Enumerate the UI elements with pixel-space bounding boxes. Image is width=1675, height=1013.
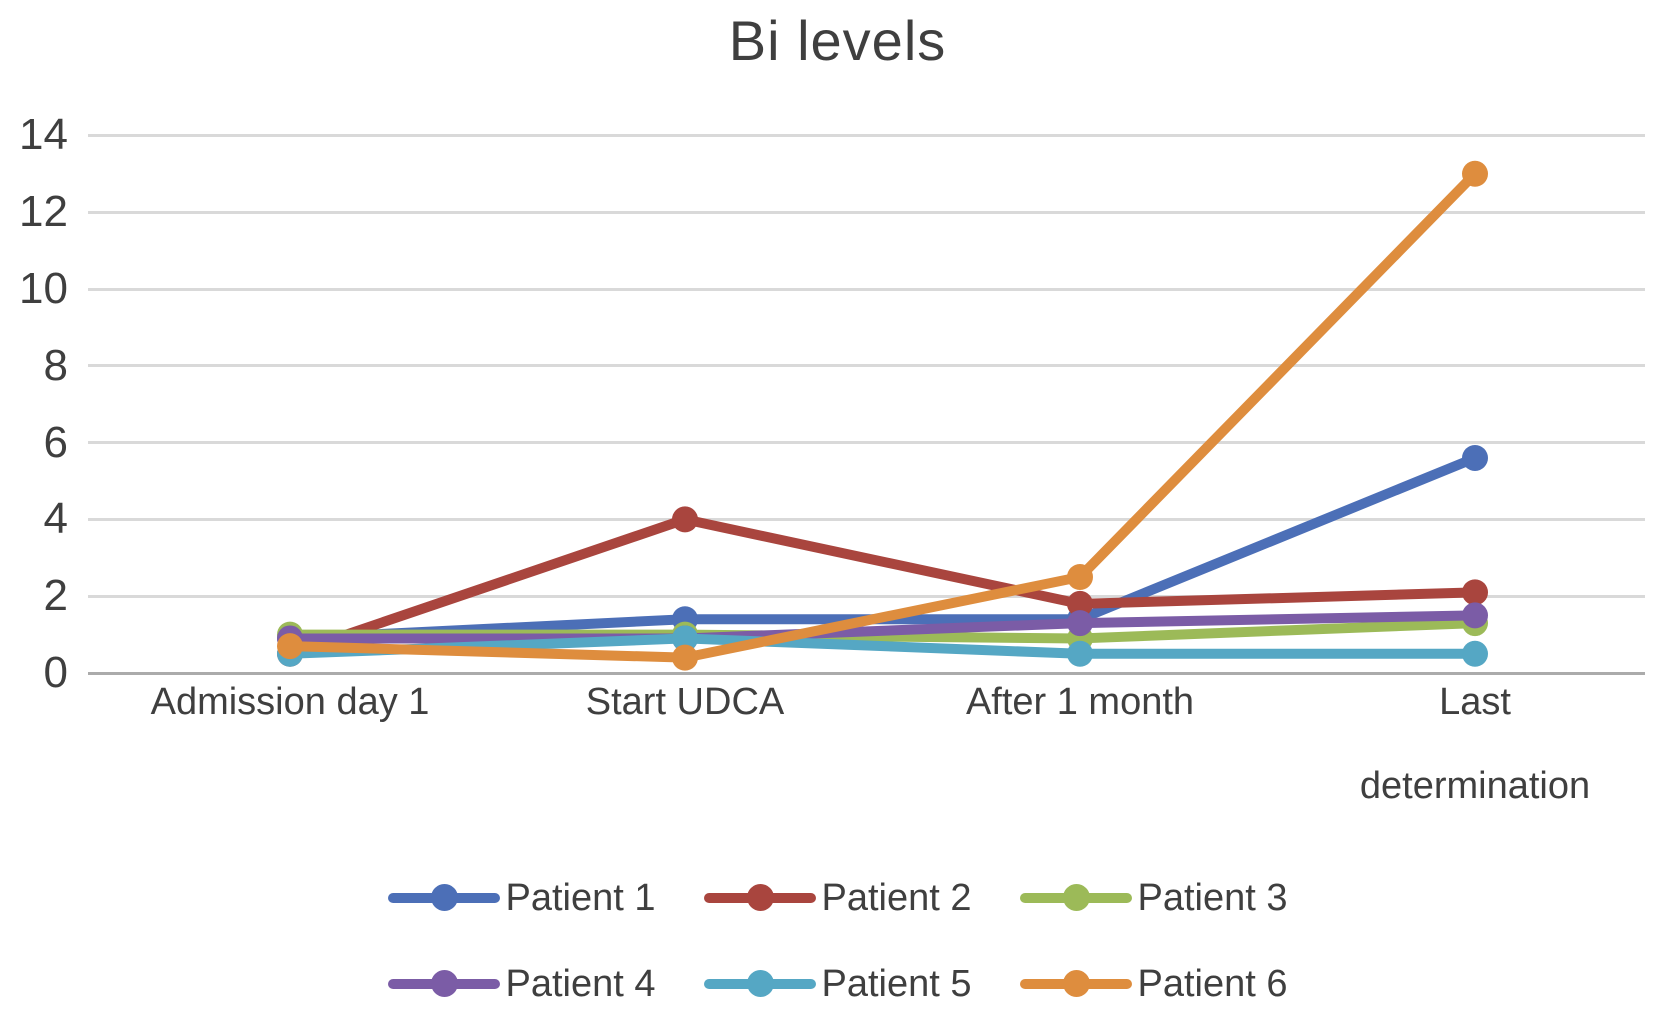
- data-point-patient-4: [672, 625, 698, 652]
- legend-dot-icon: [1062, 884, 1090, 911]
- data-point-patient-5: [672, 625, 698, 652]
- data-point-patient-1: [672, 606, 698, 633]
- data-point-patient-3: [1067, 625, 1093, 652]
- legend-item-patient-2: Patient 2: [703, 876, 972, 920]
- series-line-patient-1: [285, 452, 1480, 644]
- x-axis-category-label: Start UDCA: [585, 681, 785, 723]
- y-axis-tick-label: 6: [43, 417, 68, 467]
- gridline: [88, 441, 1645, 445]
- legend-label: Patient 3: [1137, 876, 1288, 919]
- legend-dot-icon: [430, 970, 458, 997]
- gridline: [88, 517, 1645, 521]
- x-axis-line: [88, 671, 1645, 675]
- gridline: [88, 287, 1645, 291]
- gridline: [88, 133, 1645, 137]
- legend-item-patient-3: Patient 3: [1019, 876, 1288, 920]
- x-axis-category-label: After 1 month: [965, 681, 1195, 723]
- y-axis-tick-label: 14: [19, 110, 68, 160]
- series-line-patient-2: [285, 514, 1480, 659]
- series-line-patient-3: [285, 618, 1480, 644]
- legend-dot-icon: [746, 970, 774, 997]
- legend-line-marker-icon: [387, 884, 500, 911]
- data-point-patient-6: [1462, 160, 1488, 187]
- data-point-patient-6: [1067, 564, 1093, 590]
- legend-dot-icon: [1062, 970, 1090, 997]
- data-point-patient-4: [1462, 602, 1488, 629]
- legend-label: Patient 2: [821, 876, 972, 919]
- x-axis-category-label: Last determination: [1359, 681, 1591, 807]
- data-point-patient-6: [277, 633, 303, 660]
- y-axis-tick-label: 0: [43, 648, 68, 697]
- legend-line-marker-icon: [387, 970, 500, 997]
- series-line-patient-4: [285, 610, 1480, 644]
- legend-item-patient-1: Patient 1: [387, 876, 656, 920]
- legend: Patient 1 Patient 2 Patient 3 Patient 4 Pati…: [0, 868, 1675, 1013]
- legend-line-marker-icon: [703, 970, 816, 997]
- y-axis-tick-label: 4: [43, 494, 68, 544]
- legend-label: Patient 5: [821, 962, 972, 1005]
- legend-item-patient-6: Patient 6: [1019, 962, 1288, 1006]
- data-point-patient-3: [672, 621, 698, 648]
- gridline: [88, 594, 1645, 598]
- y-axis-tick-label: 10: [19, 264, 68, 313]
- data-point-patient-4: [277, 625, 303, 652]
- legend-dot-icon: [430, 884, 458, 911]
- chart-title: Bi levels: [728, 9, 947, 72]
- gridline: [88, 364, 1645, 368]
- gridline: [88, 210, 1645, 214]
- data-point-patient-1: [1067, 606, 1093, 633]
- data-point-patient-1: [1462, 444, 1488, 471]
- x-axis-category-label: Admission day 1: [150, 681, 430, 723]
- legend-line-marker-icon: [1019, 884, 1132, 911]
- legend-item-patient-5: Patient 5: [703, 962, 972, 1006]
- series-line-patient-5: [285, 633, 1480, 659]
- data-point-patient-3: [1462, 610, 1488, 637]
- legend-item-patient-4: Patient 4: [387, 962, 656, 1006]
- legend-label: Patient 4: [505, 962, 656, 1005]
- data-point-patient-1: [277, 625, 303, 652]
- legend-dot-icon: [746, 884, 774, 911]
- series-line-patient-6: [285, 168, 1480, 663]
- data-point-patient-4: [1067, 610, 1093, 637]
- data-point-patient-2: [1462, 579, 1488, 606]
- legend-line-marker-icon: [1019, 970, 1132, 997]
- legend-row: Patient 4 Patient 5 Patient 6: [0, 954, 1675, 1013]
- data-point-patient-3: [277, 621, 303, 648]
- legend-row: Patient 1 Patient 2 Patient 3: [0, 868, 1675, 928]
- legend-line-marker-icon: [703, 884, 816, 911]
- legend-label: Patient 6: [1137, 962, 1288, 1005]
- y-axis-tick-label: 2: [43, 571, 68, 621]
- y-axis-tick-label: 12: [19, 187, 68, 237]
- legend-label: Patient 1: [505, 876, 656, 919]
- y-axis-tick-label: 8: [43, 340, 68, 390]
